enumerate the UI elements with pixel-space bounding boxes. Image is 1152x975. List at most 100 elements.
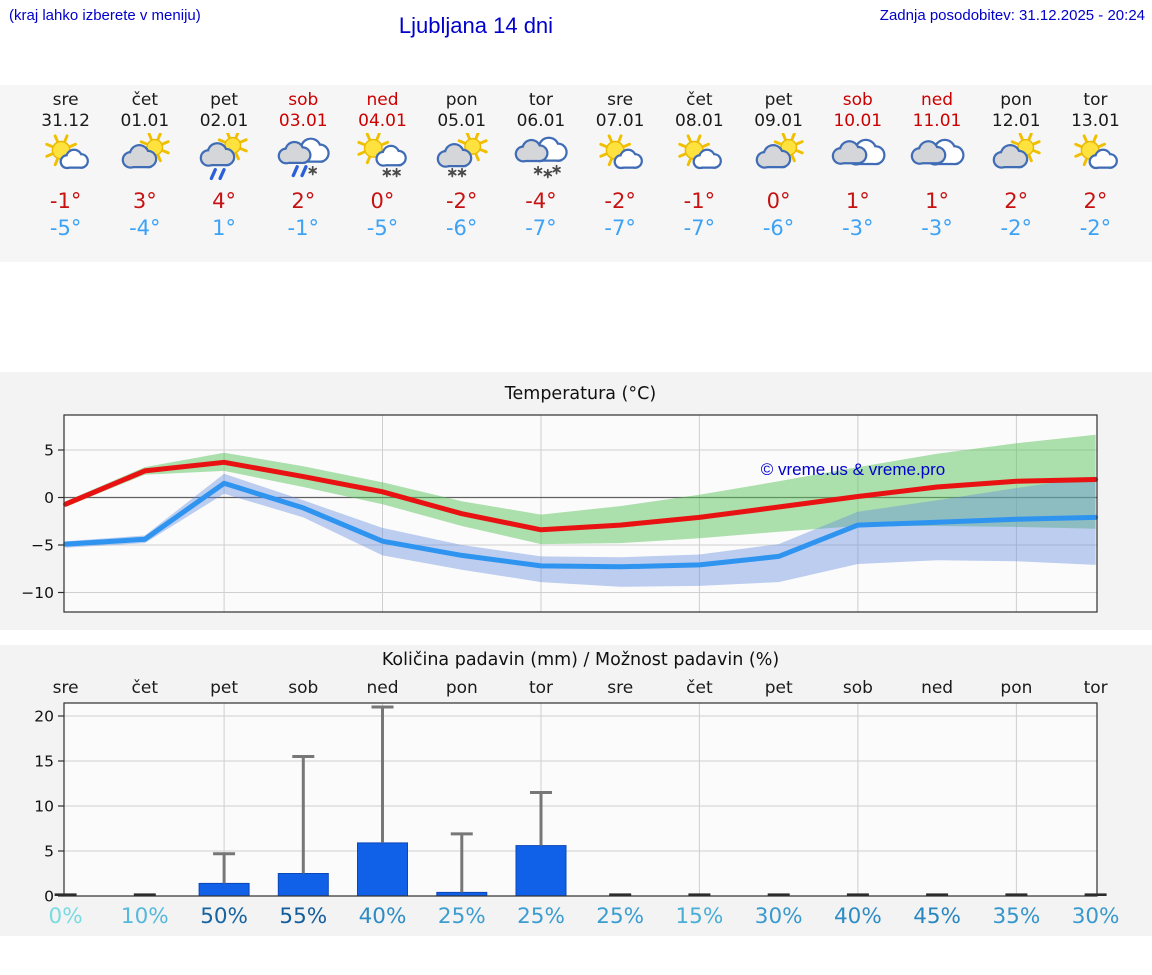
weather-icon-cell: [501, 133, 580, 187]
forecast-day-9: čet 08.01 -1° -7°: [660, 90, 739, 262]
clouds-icon: [910, 138, 965, 166]
day-low-temp: -7°: [525, 216, 557, 240]
precip-probability-label: 30%: [1072, 904, 1120, 929]
day-low-temp: -7°: [604, 216, 636, 240]
min-range-band: [65, 473, 1096, 587]
forecast-day-13: pon 12.01 2° -2°: [977, 90, 1056, 262]
forecast-day-5: ned 04.01 0° -5°: [343, 90, 422, 262]
zero-precip-mark: [688, 893, 711, 896]
forecast-day-4: sob 03.01 2° -1°: [264, 90, 343, 262]
day-date: 12.01: [991, 111, 1041, 131]
day-low-temp: -2°: [1000, 216, 1032, 240]
precip-probability-label: 0%: [49, 904, 83, 929]
zero-precip-mark: [609, 893, 632, 896]
zero-precip-mark: [133, 893, 156, 896]
day-name: pet: [210, 90, 238, 110]
precip-day-label: čet: [686, 678, 713, 698]
weather-icon-cell: [343, 133, 422, 187]
precip-probability-label: 35%: [993, 904, 1041, 929]
precip-ytick-label: 15: [34, 753, 54, 771]
zero-precip-mark: [1084, 893, 1107, 896]
day-high-temp: -1°: [49, 189, 82, 213]
precip-probability-label: 45%: [913, 904, 961, 929]
precipitation-chart: 0 5 10 15 20 Količina padavin (mm) / Možnost …: [0, 645, 1152, 936]
forecast-day-10: pet 09.01 0° -6°: [739, 90, 818, 262]
temperature-chart-svg: 5 0 −5 −10 Temperatura (°C) © vreme.us & vrem…: [0, 372, 1152, 630]
forecast-day-2: čet 01.01 3° -4°: [105, 90, 184, 262]
forecast-day-8: sre 07.01 -2° -7°: [581, 90, 660, 262]
precip-bar: [198, 882, 250, 897]
weather-icon-cell: [739, 133, 818, 187]
sun-cloud-icon: [678, 134, 723, 170]
day-low-temp: -2°: [1079, 216, 1112, 240]
precip-probability-label: 25%: [596, 904, 644, 929]
precip-whisker: [529, 791, 552, 846]
menu-hint-link[interactable]: (kraj lahko izberete v meniju): [9, 7, 201, 24]
zero-precip-mark: [926, 893, 949, 896]
cloud-sun-icon: [755, 133, 804, 169]
temp-ytick-label: −5: [31, 537, 54, 555]
clouds-snow-icon: [514, 136, 568, 179]
weather-icon-cell: [818, 133, 897, 187]
precip-day-label: sre: [53, 678, 79, 698]
precip-probability-label: 25%: [438, 904, 486, 929]
precip-day-label: čet: [132, 678, 159, 698]
precip-bar: [357, 842, 408, 897]
day-low-temp: 1°: [212, 216, 236, 240]
precip-day-label: pon: [446, 678, 478, 698]
day-date: 02.01: [199, 111, 249, 131]
precip-bar: [277, 873, 329, 897]
temperature-chart-title: Temperatura (°C): [504, 384, 656, 404]
precip-day-label: pet: [210, 678, 238, 698]
day-date: 03.01: [278, 111, 328, 131]
precip-probability-label: 40%: [834, 904, 882, 929]
day-high-temp: 2°: [291, 189, 316, 213]
day-high-temp: 2°: [1083, 189, 1108, 213]
cloud-sun-icon: [992, 133, 1041, 169]
day-name: pon: [445, 90, 478, 110]
weather-icon-cell: [660, 133, 739, 187]
day-date: 06.01: [516, 111, 566, 131]
sun-cloud-icon: [44, 134, 89, 170]
precipitation-chart-title: Količina padavin (mm) / Možnost padavin …: [382, 650, 779, 670]
forecast-day-1: sre 31.12 -1° -5°: [26, 90, 105, 262]
day-name: čet: [131, 90, 159, 110]
day-low-temp: -6°: [445, 216, 478, 240]
day-date: 04.01: [358, 111, 407, 131]
day-name: sob: [288, 90, 319, 110]
forecast-strip: sre 31.12 -1° -5° čet 01.01 3° -4° pet 0…: [0, 85, 1152, 262]
precip-probability-label: 40%: [359, 904, 407, 929]
day-low-temp: -5°: [49, 216, 82, 240]
forecast-day-14: tor 13.01 2° -2°: [1056, 90, 1135, 262]
day-name: pet: [764, 90, 793, 110]
zero-precip-mark: [846, 893, 869, 896]
last-update-text: Zadnja posodobitev: 31.12.2025 - 20:24: [879, 7, 1145, 24]
precip-whisker: [213, 852, 236, 884]
precip-whisker: [450, 832, 473, 893]
sun-cloud-snow-icon: [357, 133, 408, 178]
weather-icon-cell: [897, 133, 976, 187]
day-name: tor: [528, 90, 553, 110]
watermark-link[interactable]: © vreme.us & vreme.pro: [761, 460, 945, 479]
forecast-day-7: tor 06.01 -4° -7°: [501, 90, 580, 262]
day-high-temp: -4°: [525, 189, 557, 213]
precip-ytick-label: 10: [34, 798, 54, 816]
weather-icon-cell: [581, 133, 660, 187]
temp-ytick-label: 0: [44, 489, 54, 507]
day-date: 08.01: [675, 111, 724, 131]
day-high-temp: 2°: [1004, 189, 1029, 213]
cloud-sun-icon: [121, 133, 170, 169]
day-low-temp: -3°: [842, 216, 874, 240]
temperature-chart: 5 0 −5 −10 Temperatura (°C) © vreme.us & vrem…: [0, 372, 1152, 630]
precip-whisker: [292, 755, 315, 874]
day-date: 05.01: [437, 111, 487, 131]
day-date: 11.01: [912, 111, 962, 131]
sun-cloud-icon: [599, 134, 644, 170]
weather-icon-cell: [422, 133, 501, 187]
temp-ytick-label: −10: [21, 584, 54, 602]
weather-icon-cell: [264, 133, 343, 187]
precip-day-label: sob: [843, 678, 873, 698]
precip-day-label: ned: [921, 678, 953, 698]
day-high-temp: 1°: [925, 189, 949, 213]
temp-ytick-label: 5: [44, 442, 54, 460]
